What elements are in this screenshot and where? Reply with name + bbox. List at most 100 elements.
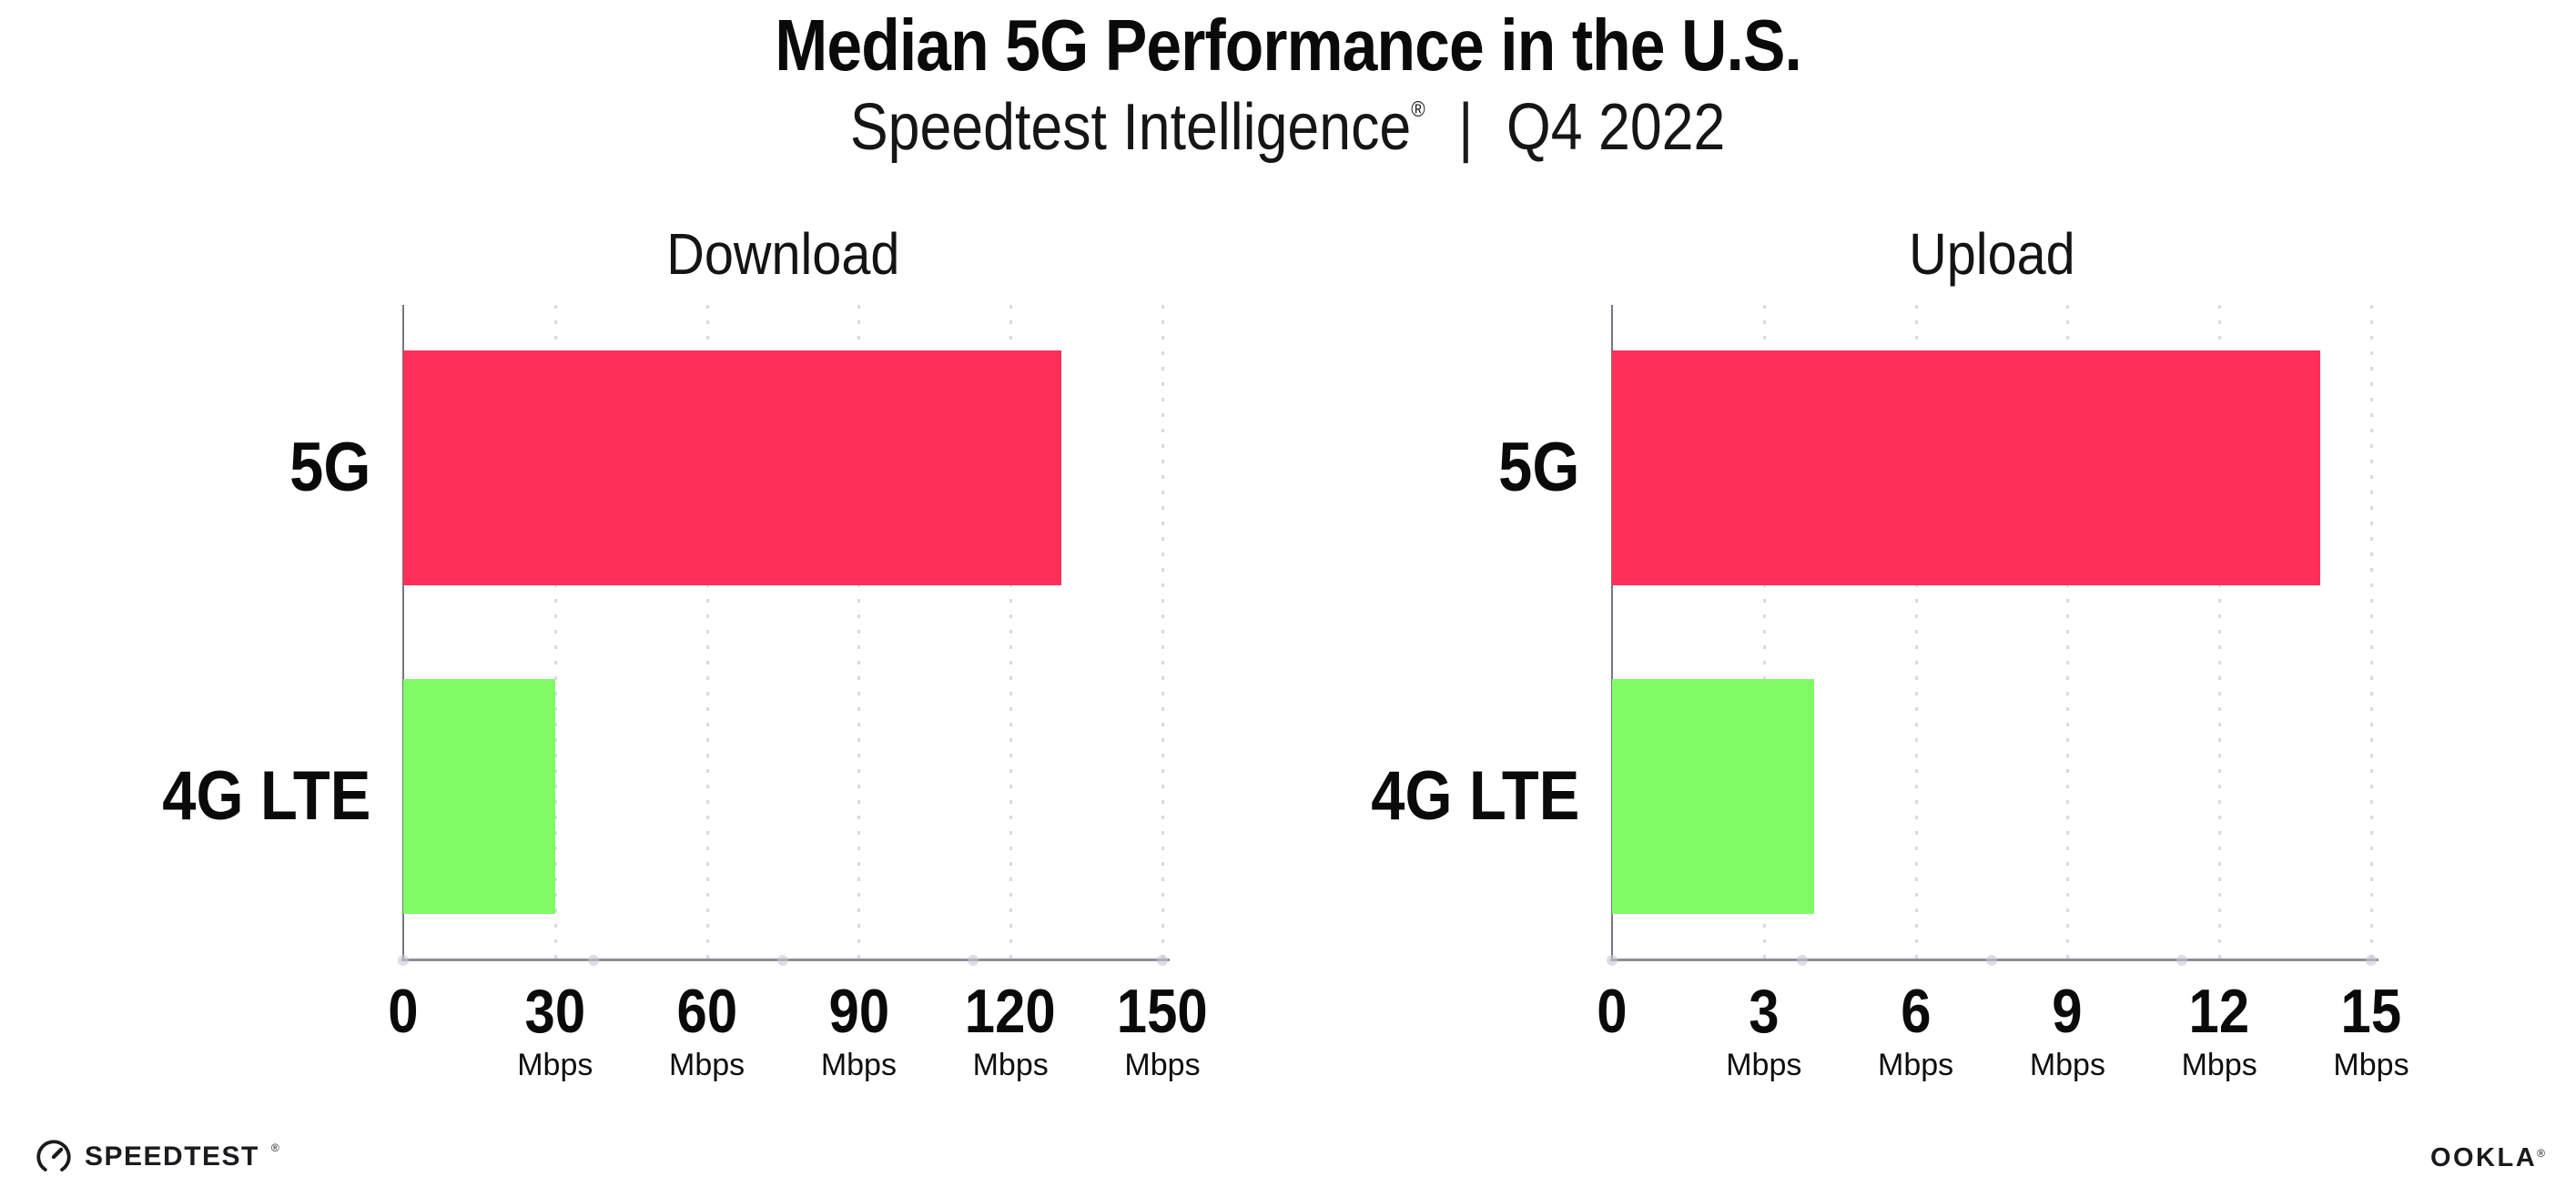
ookla-wordmark: OOKLA bbox=[2429, 1143, 2538, 1172]
x-tick-90: 90 Mbps bbox=[767, 980, 949, 1080]
speedtest-trademark: ® bbox=[270, 1141, 279, 1154]
upload-plot-area: 5G 4G LTE 0 3 Mbps 6 Mbps 9 Mbps 12 Mbps 15 Mbps bbox=[1371, 305, 2409, 1080]
gridline-60-mbps bbox=[705, 305, 709, 959]
gridline-9-mbps bbox=[2066, 305, 2070, 959]
page-title-text: Median 5G Performance in the U.S. bbox=[775, 5, 1802, 86]
gridline-150-mbps bbox=[1161, 305, 1164, 959]
axis-marker-dot bbox=[1157, 955, 1168, 966]
x-tick-value-text: 0 bbox=[1597, 977, 1628, 1046]
gridline-12-mbps bbox=[2218, 305, 2222, 959]
gridline-15-mbps bbox=[2370, 305, 2373, 959]
x-tick-9: 9 Mbps bbox=[1976, 980, 2158, 1080]
download-chart: Download 5G 4G LTE 0 30 Mbps 60 Mbps 90 Mbps 120 Mb… bbox=[162, 0, 1208, 1197]
axis-marker-dot bbox=[777, 955, 788, 966]
subtitle-brand: Speedtest Intelligence bbox=[850, 91, 1412, 164]
x-tick-unit: Mbps bbox=[1124, 1048, 1201, 1082]
x-tick-value: 150 bbox=[1071, 980, 1253, 1042]
x-tick-150: 150 Mbps bbox=[1071, 980, 1253, 1080]
x-tick-unit: Mbps bbox=[517, 1048, 593, 1082]
subtitle-separator: | bbox=[1458, 91, 1474, 164]
x-tick-30: 30 Mbps bbox=[464, 980, 646, 1080]
x-tick-value: 6 bbox=[1825, 980, 2007, 1042]
registered-mark: ® bbox=[1411, 97, 1426, 122]
x-tick-value: 3 bbox=[1673, 980, 1855, 1042]
axis-marker-dot bbox=[587, 955, 599, 966]
upload-chart-title: Upload bbox=[1612, 225, 2371, 283]
bar-5g bbox=[1612, 350, 2321, 585]
x-tick-3: 3 Mbps bbox=[1673, 980, 1855, 1080]
x-tick-value: 9 bbox=[1976, 980, 2158, 1042]
x-tick-value-text: 30 bbox=[524, 977, 586, 1046]
axis-marker-dot bbox=[2175, 955, 2187, 966]
speedtest-logo: SPEEDTEST ® bbox=[35, 1138, 279, 1176]
speedtest-gauge-icon bbox=[36, 1140, 71, 1174]
x-tick-value: 0 bbox=[312, 980, 494, 1042]
upload-chart-title-text: Upload bbox=[1908, 221, 2075, 287]
axis-marker-dot bbox=[1986, 955, 1997, 966]
bar-label-4g-lte: 4G LTE bbox=[0, 762, 370, 831]
axis-marker-dot bbox=[398, 955, 409, 966]
x-tick-value-text: 6 bbox=[1900, 977, 1932, 1046]
bar-5g bbox=[403, 350, 1061, 585]
x-tick-value: 15 bbox=[2280, 980, 2462, 1042]
bar-label-text-4g-lte: 4G LTE bbox=[161, 757, 370, 835]
axis-marker-dot bbox=[967, 955, 979, 966]
x-tick-value-text: 0 bbox=[388, 977, 419, 1046]
page-subtitle: Speedtest Intelligence® | Q4 2022 bbox=[0, 95, 2576, 160]
x-tick-unit: Mbps bbox=[669, 1048, 745, 1082]
bar-label-5g: 5G bbox=[0, 433, 370, 502]
bar-label-4g-lte: 4G LTE bbox=[1206, 762, 1579, 831]
x-tick-value: 12 bbox=[2128, 980, 2310, 1042]
x-tick-value-text: 120 bbox=[965, 977, 1057, 1046]
x-tick-value: 30 bbox=[464, 980, 646, 1042]
bar-label-text-5g: 5G bbox=[1497, 429, 1579, 506]
download-chart-title: Download bbox=[403, 225, 1162, 283]
x-tick-value: 60 bbox=[616, 980, 798, 1042]
y-axis-line bbox=[402, 305, 404, 959]
y-axis-line bbox=[1611, 305, 1613, 959]
gridline-90-mbps bbox=[857, 305, 861, 959]
x-tick-value: 90 bbox=[767, 980, 949, 1042]
x-tick-value-text: 150 bbox=[1117, 977, 1208, 1046]
x-tick-0: 0 bbox=[1521, 980, 1703, 1042]
x-tick-unit: Mbps bbox=[2181, 1048, 2257, 1082]
speedtest-wordmark: SPEEDTEST bbox=[85, 1141, 259, 1172]
x-tick-unit: Mbps bbox=[1726, 1048, 1802, 1082]
bar-label-5g: 5G bbox=[1206, 433, 1579, 502]
x-tick-0: 0 bbox=[312, 980, 494, 1042]
gridline-6-mbps bbox=[1914, 305, 1918, 959]
x-tick-unit: Mbps bbox=[2029, 1048, 2105, 1082]
x-tick-value-text: 90 bbox=[828, 977, 889, 1046]
x-tick-value: 0 bbox=[1521, 980, 1703, 1042]
bar-label-text-5g: 5G bbox=[289, 429, 370, 506]
bar-label-text-4g-lte: 4G LTE bbox=[1370, 757, 1579, 835]
subtitle-period: Q4 2022 bbox=[1506, 91, 1726, 164]
ookla-logo: OOKLA® bbox=[2430, 1145, 2545, 1172]
x-tick-15: 15 Mbps bbox=[2280, 980, 2462, 1080]
x-tick-value: 120 bbox=[919, 980, 1101, 1042]
download-chart-title-text: Download bbox=[665, 221, 900, 287]
x-tick-unit: Mbps bbox=[2333, 1048, 2409, 1082]
x-tick-60: 60 Mbps bbox=[616, 980, 798, 1080]
upload-chart: Upload 5G 4G LTE 0 3 Mbps 6 Mbps 9 Mbps 12 Mbps 15 Mb… bbox=[1371, 0, 2409, 1197]
ookla-trademark: ® bbox=[2537, 1147, 2545, 1160]
axis-marker-dot bbox=[1796, 955, 1808, 966]
bar-4g-lte bbox=[403, 679, 555, 914]
x-tick-value-text: 15 bbox=[2340, 977, 2402, 1046]
gridline-120-mbps bbox=[1009, 305, 1013, 959]
x-tick-120: 120 Mbps bbox=[919, 980, 1101, 1080]
x-tick-value-text: 60 bbox=[676, 977, 737, 1046]
x-tick-unit: Mbps bbox=[1878, 1048, 1954, 1082]
x-tick-12: 12 Mbps bbox=[2128, 980, 2310, 1080]
x-tick-value-text: 9 bbox=[2052, 977, 2084, 1046]
x-tick-value-text: 12 bbox=[2188, 977, 2250, 1046]
axis-marker-dot bbox=[2366, 955, 2377, 966]
bar-4g-lte bbox=[1612, 679, 1815, 914]
gridline-3-mbps bbox=[1762, 305, 1766, 959]
page-title: Median 5G Performance in the U.S. bbox=[0, 9, 2576, 82]
gridline-30-mbps bbox=[553, 305, 557, 959]
x-tick-6: 6 Mbps bbox=[1825, 980, 2007, 1080]
x-tick-value-text: 3 bbox=[1749, 977, 1780, 1046]
axis-marker-dot bbox=[1607, 955, 1618, 966]
